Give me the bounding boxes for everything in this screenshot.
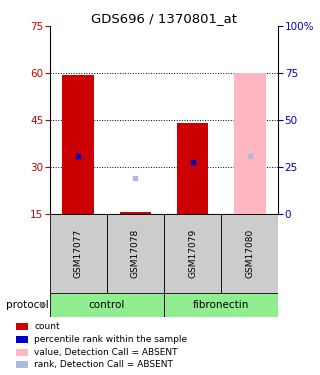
Text: value, Detection Call = ABSENT: value, Detection Call = ABSENT <box>35 348 178 357</box>
Title: GDS696 / 1370801_at: GDS696 / 1370801_at <box>91 12 237 25</box>
Bar <box>164 292 278 317</box>
Bar <box>221 214 278 292</box>
Text: control: control <box>89 300 125 310</box>
Text: count: count <box>35 322 60 332</box>
Text: GSM17078: GSM17078 <box>131 228 140 278</box>
Bar <box>50 292 164 317</box>
Bar <box>107 214 164 292</box>
Text: GSM17079: GSM17079 <box>188 228 197 278</box>
Text: GSM17080: GSM17080 <box>245 228 254 278</box>
Bar <box>62 75 94 214</box>
Text: protocol: protocol <box>6 300 48 310</box>
Bar <box>16 349 28 356</box>
Bar <box>164 214 221 292</box>
Bar <box>16 324 28 330</box>
Bar <box>177 123 208 214</box>
Bar <box>234 73 266 214</box>
Text: GSM17077: GSM17077 <box>74 228 83 278</box>
Bar <box>16 336 28 343</box>
Bar <box>120 212 151 214</box>
Text: percentile rank within the sample: percentile rank within the sample <box>35 335 188 344</box>
Text: rank, Detection Call = ABSENT: rank, Detection Call = ABSENT <box>35 360 173 369</box>
Bar <box>50 214 107 292</box>
Text: fibronectin: fibronectin <box>193 300 249 310</box>
Bar <box>16 362 28 368</box>
